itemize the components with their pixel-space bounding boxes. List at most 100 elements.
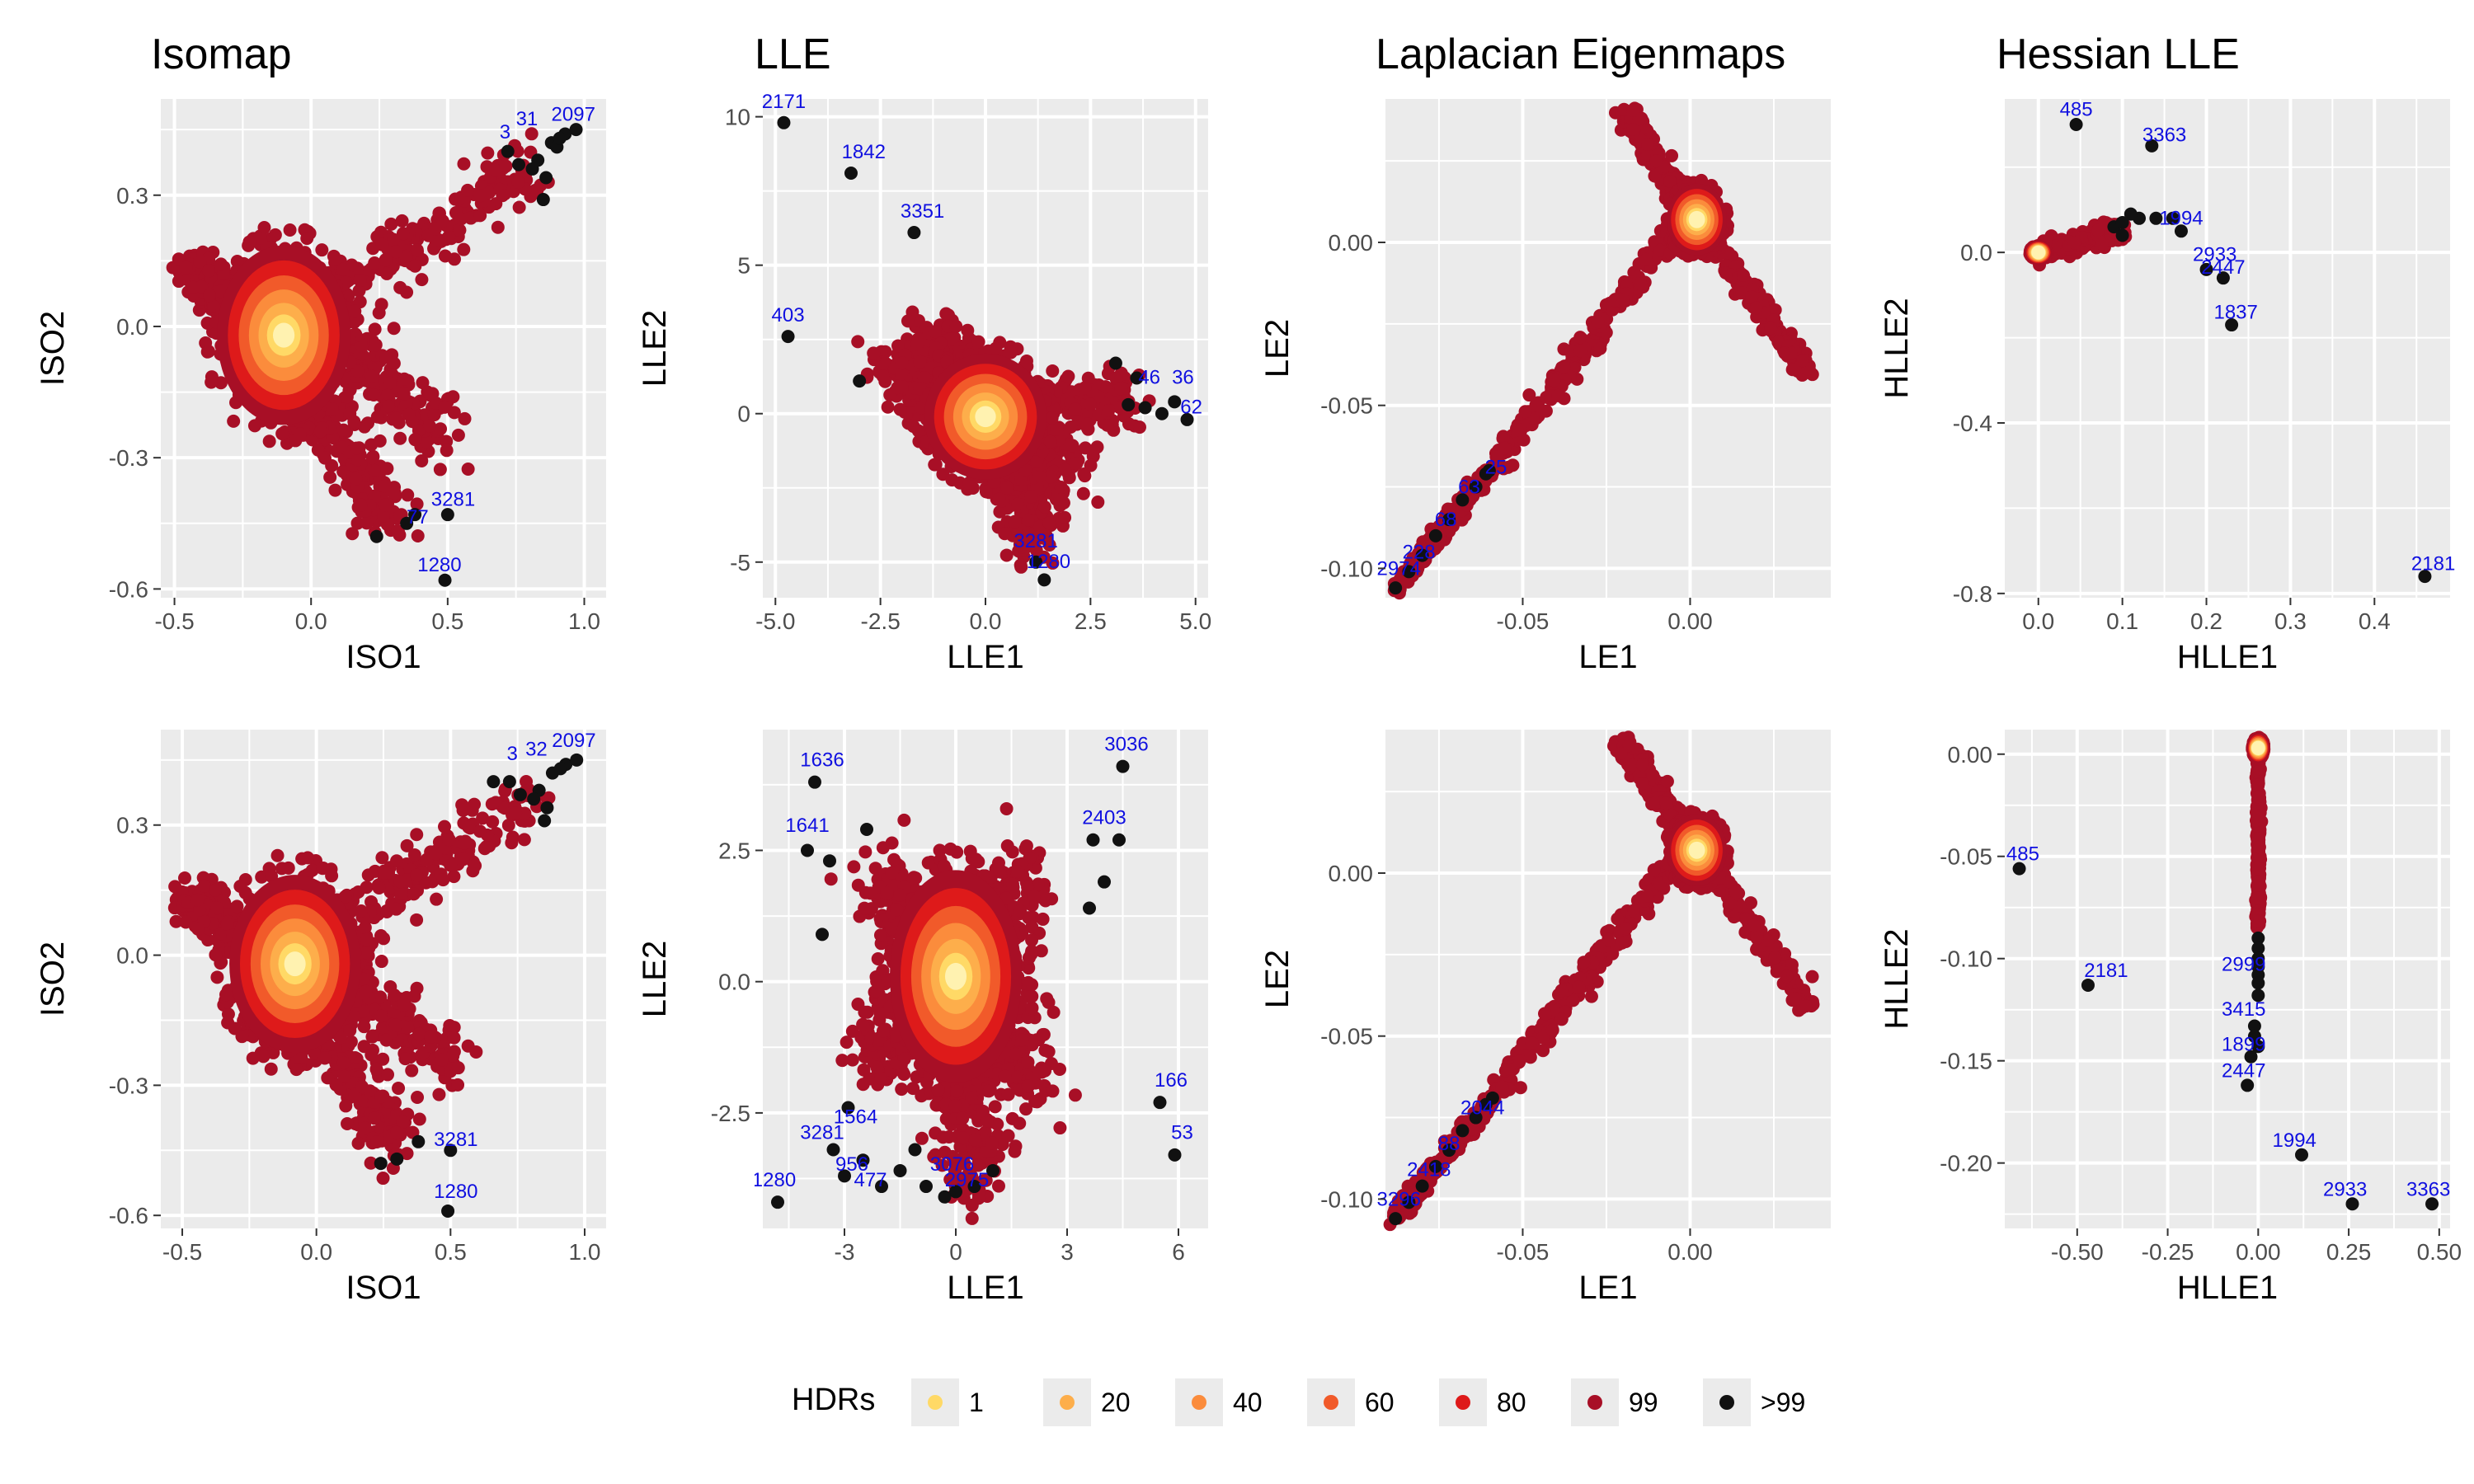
point-hdr-99 [489, 163, 503, 177]
point-hdr-outlier [2225, 318, 2239, 332]
point-hdr-outlier [525, 162, 539, 176]
point-hdr-99 [323, 470, 337, 484]
x-tick-label: -0.5 [154, 608, 194, 634]
point-hdr-99 [379, 350, 393, 364]
point-hdr-99 [1011, 497, 1025, 511]
point-hdr-outlier [1442, 513, 1456, 527]
point-hdr-99 [400, 1147, 414, 1161]
hdr-band-7 [975, 406, 996, 428]
y-axis-title: LLE2 [637, 310, 673, 387]
point-hdr-99 [378, 866, 392, 880]
point-hdr-99 [1008, 514, 1022, 528]
point-hdr-99 [440, 444, 454, 458]
point-hdr-99 [411, 529, 425, 543]
point-hdr-outlier [553, 131, 567, 145]
point-hdr-99 [961, 323, 975, 337]
point-hdr-99 [410, 913, 424, 927]
outlier-label: 3281 [431, 489, 475, 511]
point-hdr-99 [346, 527, 360, 541]
point-hdr-99 [1098, 380, 1112, 394]
point-hdr-99 [360, 265, 374, 279]
column-title-laplacian-eigenmaps: Laplacian Eigenmaps [1376, 31, 1786, 78]
point-hdr-99 [379, 498, 393, 512]
point-hdr-outlier [1138, 401, 1152, 415]
outlier-label: 3281 [1014, 530, 1057, 552]
point-hdr-99 [1489, 450, 1503, 464]
point-hdr-99 [407, 887, 421, 901]
point-hdr-outlier [440, 508, 454, 522]
point-hdr-99 [911, 424, 925, 438]
point-hdr-99 [1573, 344, 1587, 358]
point-hdr-outlier [1108, 356, 1122, 370]
point-hdr-99 [1539, 404, 1553, 418]
point-hdr-99 [1078, 469, 1092, 483]
point-hdr-99 [436, 873, 450, 887]
point-hdr-99 [473, 209, 487, 223]
point-hdr-99 [518, 806, 532, 820]
hdr-band-7 [272, 322, 295, 348]
point-hdr-99 [367, 1111, 381, 1125]
point-hdr-99 [491, 220, 505, 234]
point-hdr-outlier [1402, 565, 1416, 579]
point-hdr-99 [399, 249, 413, 263]
point-hdr-99 [940, 355, 954, 369]
point-hdr-99 [379, 253, 393, 267]
point-hdr-99 [867, 346, 881, 360]
point-hdr-99 [2091, 223, 2105, 237]
point-hdr-99 [195, 279, 209, 294]
point-hdr-outlier [1155, 406, 1169, 420]
point-hdr-99 [177, 871, 191, 885]
point-hdr-99 [365, 451, 379, 465]
point-hdr-99 [402, 407, 416, 421]
point-hdr-99 [390, 854, 404, 868]
outlier-label: 46 [1138, 367, 1160, 389]
outlier-label: 485 [2060, 99, 2093, 121]
point-hdr-99 [427, 408, 441, 422]
outlier-label: 25 [1485, 457, 1507, 479]
point-hdr-99 [358, 1121, 372, 1135]
point-hdr-99 [370, 410, 384, 424]
point-hdr-99 [457, 242, 471, 256]
point-hdr-99 [1046, 364, 1060, 378]
point-hdr-99 [1109, 371, 1123, 385]
point-hdr-99 [380, 266, 394, 280]
point-hdr-99 [524, 127, 539, 141]
point-hdr-99 [971, 335, 985, 349]
y-tick-label: 0 [737, 402, 750, 427]
point-hdr-99 [877, 357, 891, 371]
point-hdr-99 [1004, 345, 1018, 359]
point-hdr-outlier [844, 167, 858, 181]
point-hdr-99 [214, 376, 228, 390]
hdr-band-7 [1688, 210, 1705, 228]
point-hdr-99 [355, 1080, 369, 1094]
point-hdr-99 [1080, 417, 1094, 431]
x-tick-label: 0.00 [1667, 608, 1713, 634]
point-hdr-outlier [777, 115, 791, 129]
outlier-label: 77 [407, 506, 429, 528]
point-hdr-99 [388, 486, 402, 500]
point-hdr-99 [201, 345, 215, 359]
point-hdr-99 [380, 1068, 394, 1082]
point-hdr-outlier [1415, 548, 1429, 562]
point-hdr-99 [393, 875, 407, 889]
point-hdr-99 [945, 473, 959, 487]
outlier-label: 1837 [2213, 301, 2257, 323]
point-hdr-99 [1024, 490, 1038, 504]
point-hdr-99 [1061, 369, 1075, 383]
x-tick-label: 0.3 [2274, 608, 2307, 634]
point-hdr-99 [1641, 137, 1655, 151]
point-hdr-99 [1100, 418, 1114, 432]
point-hdr-outlier [2166, 211, 2180, 225]
point-hdr-99 [442, 833, 456, 847]
point-hdr-outlier [1428, 528, 1442, 542]
point-hdr-outlier [781, 330, 795, 344]
point-hdr-99 [318, 451, 332, 465]
point-hdr-outlier [1168, 395, 1182, 409]
point-hdr-outlier [1122, 397, 1136, 411]
point-hdr-99 [382, 399, 396, 413]
point-hdr-outlier [2069, 118, 2083, 132]
point-hdr-outlier [1180, 412, 1194, 426]
point-hdr-outlier [2115, 215, 2129, 229]
point-hdr-99 [998, 527, 1012, 541]
point-hdr-99 [453, 223, 467, 237]
